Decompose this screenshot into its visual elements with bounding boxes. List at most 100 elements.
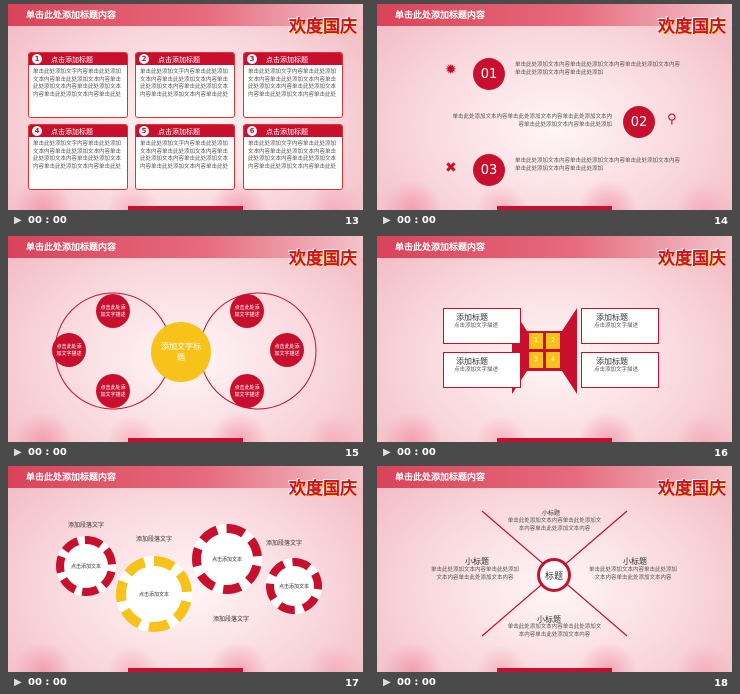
slide-status-bar: ▶ 00 : 00 16 (377, 444, 732, 464)
slide-canvas: 单击此处添加标题内容 欢度国庆 添加段落文字 添加段落文字 添加段落文字 添加段… (8, 466, 363, 672)
tools-icon: ✖ (445, 160, 457, 176)
subtitle-text: 单击此处添加文本内容单击此处添加文本内容单击此处添加文本内容 (430, 567, 519, 581)
header-text: 单击此处添加标题内容 (26, 11, 117, 21)
center-node: 添加文字标题 (151, 322, 211, 382)
info-card: 1 点击添加标题 单击此处添加文字内容单击此处添加文本内容单击此处添加文本内容单击此… (28, 52, 128, 118)
gear-icon: ✹ (445, 62, 457, 78)
slide-number: 14 (714, 216, 728, 227)
flower-decoration (8, 632, 363, 672)
slide-header: 单击此处添加标题内容 (8, 236, 363, 258)
info-card: 6 点击添加标题 单击此处添加文字内容单击此处添加文本内容单击此处添加文本内容单击此… (243, 124, 343, 190)
festival-logo: 欢度国庆 (289, 249, 357, 269)
step-text: 单击此处添加文本内容单击此处添加文本内容单击此处添加文本内容单击此处添加文本内容… (452, 114, 612, 128)
slide-status-bar: ▶ 00 : 00 14 (377, 212, 732, 232)
gear-shape: 点击添加文本 (266, 558, 322, 614)
slide-thumbnail-16[interactable]: 单击此处添加标题内容 欢度国庆 添加标题 点击添加文字描述 添加标题 点击添加文… (377, 236, 732, 464)
gear-caption: 添加段落文字 (266, 540, 303, 547)
number-grid: 1 2 3 4 (527, 331, 562, 371)
festival-logo: 欢度国庆 (658, 17, 726, 37)
slide-canvas: 单击此处添加标题内容 欢度国庆 标题 小标题 单击此处添加文本内容单击此处添加文… (377, 466, 732, 672)
text-box: 添加标题 点击添加文字描述 (581, 352, 659, 388)
duration: 00 : 00 (28, 215, 67, 226)
center-title: 标题 (537, 558, 571, 592)
info-card: 5 点击添加标题 单击此处添加文字内容单击此处添加文本内容单击此处添加文本内容单击此… (135, 124, 235, 190)
header-text: 单击此处添加标题内容 (395, 243, 486, 253)
step-badge: 01 (473, 58, 505, 90)
slide-thumbnail-17[interactable]: 单击此处添加标题内容 欢度国庆 添加段落文字 添加段落文字 添加段落文字 添加段… (8, 466, 363, 694)
duration: 00 : 00 (28, 677, 67, 688)
step-text: 单击此处添加文本内容单击此处添加文本内容单击此处添加文本内容单击此处添加文本内容… (515, 62, 681, 76)
flower-decoration (377, 170, 732, 210)
step-badge: 02 (623, 106, 655, 138)
duration: 00 : 00 (28, 447, 67, 458)
slide-status-bar: ▶ 00 : 00 13 (8, 212, 363, 232)
subtitle: 小标题 (542, 510, 561, 517)
play-icon[interactable]: ▶ (14, 677, 22, 688)
slide-header: 单击此处添加标题内容 (377, 4, 732, 26)
play-icon[interactable]: ▶ (383, 447, 391, 458)
subtitle: 小标题 (623, 557, 647, 566)
flower-decoration (8, 402, 363, 442)
play-icon[interactable]: ▶ (383, 215, 391, 226)
topic-node: 点击此处添加文字描述 (230, 374, 264, 408)
slide-number: 18 (714, 678, 728, 689)
play-icon[interactable]: ▶ (383, 677, 391, 688)
topic-node: 点击此处添加文字描述 (52, 333, 86, 367)
topic-node: 点击此处添加文字描述 (270, 333, 304, 367)
slide-header: 单击此处添加标题内容 (8, 4, 363, 26)
text-box: 添加标题 点击添加文字描述 (443, 308, 521, 344)
slide-number: 13 (345, 216, 359, 227)
festival-logo: 欢度国庆 (658, 479, 726, 499)
slide-canvas: 单击此处添加标题内容 欢度国庆 添加标题 点击添加文字描述 添加标题 点击添加文… (377, 236, 732, 442)
text-box: 添加标题 点击添加文字描述 (581, 308, 659, 344)
slide-thumbnail-18[interactable]: 单击此处添加标题内容 欢度国庆 标题 小标题 单击此处添加文本内容单击此处添加文… (377, 466, 732, 694)
info-card: 3 点击添加标题 单击此处添加文字内容单击此处添加文本内容单击此处添加文本内容单击此… (243, 52, 343, 118)
flower-decoration (377, 402, 732, 442)
slide-header: 单击此处添加标题内容 (377, 466, 732, 488)
slide-status-bar: ▶ 00 : 00 17 (8, 674, 363, 694)
step-badge: 03 (473, 154, 505, 186)
gear-shape: 点击添加文本 (116, 556, 192, 632)
gear-caption: 添加段落文字 (213, 616, 250, 623)
gear-caption: 添加段落文字 (136, 536, 173, 543)
duration: 00 : 00 (397, 215, 436, 226)
header-text: 单击此处添加标题内容 (26, 243, 117, 253)
slide-thumbnail-15[interactable]: 单击此处添加标题内容 欢度国庆 添加文字标题 点击此处添加文字描述 点击此处添加… (8, 236, 363, 464)
subtitle: 小标题 (465, 557, 489, 566)
duration: 00 : 00 (397, 677, 436, 688)
subtitle-text: 单击此处添加文本内容单击此处添加文本内容单击此处添加文本内容 (507, 624, 602, 638)
info-card: 4 点击添加标题 单击此处添加文字内容单击此处添加文本内容单击此处添加文本内容单击此… (28, 124, 128, 190)
slide-canvas: 单击此处添加标题内容 欢度国庆 1 点击添加标题 单击此处添加文字内容单击此处添加文… (8, 4, 363, 210)
header-text: 单击此处添加标题内容 (395, 473, 486, 483)
subtitle-text: 单击此处添加文本内容单击此处添加文本内容单击此处添加文本内容 (588, 567, 677, 581)
slide-number: 15 (345, 448, 359, 459)
festival-logo: 欢度国庆 (658, 249, 726, 269)
step-text: 单击此处添加文本内容单击此处添加文本内容单击此处添加文本内容单击此处添加文本内容… (515, 158, 681, 172)
slide-canvas: 单击此处添加标题内容 欢度国庆 添加文字标题 点击此处添加文字描述 点击此处添加… (8, 236, 363, 442)
duration: 00 : 00 (397, 447, 436, 458)
flower-decoration (377, 632, 732, 672)
slide-header: 单击此处添加标题内容 (8, 466, 363, 488)
header-text: 单击此处添加标题内容 (395, 11, 486, 21)
festival-logo: 欢度国庆 (289, 479, 357, 499)
topic-node: 点击此处添加文字描述 (96, 294, 130, 328)
slide-thumbnail-13[interactable]: 单击此处添加标题内容 欢度国庆 1 点击添加标题 单击此处添加文字内容单击此处添加文… (8, 4, 363, 232)
play-icon[interactable]: ▶ (14, 215, 22, 226)
slide-number: 16 (714, 448, 728, 459)
slide-number: 17 (345, 678, 359, 689)
location-pin-icon: ⚲ (667, 112, 677, 127)
topic-node: 点击此处添加文字描述 (230, 294, 264, 328)
subtitle-text: 单击此处添加文本内容单击此处添加文本内容单击此处添加文本内容 (507, 518, 602, 532)
gear-shape: 点击添加文本 (192, 524, 262, 594)
text-box: 添加标题 点击添加文字描述 (443, 352, 521, 388)
subtitle: 小标题 (537, 615, 561, 624)
slide-header: 单击此处添加标题内容 (377, 236, 732, 258)
slide-status-bar: ▶ 00 : 00 18 (377, 674, 732, 694)
topic-node: 点击此处添加文字描述 (96, 374, 130, 408)
slide-status-bar: ▶ 00 : 00 15 (8, 444, 363, 464)
play-icon[interactable]: ▶ (14, 447, 22, 458)
festival-logo: 欢度国庆 (289, 17, 357, 37)
header-text: 单击此处添加标题内容 (26, 473, 117, 483)
slide-thumbnail-14[interactable]: 单击此处添加标题内容 欢度国庆 ✹ 01 单击此处添加文本内容单击此处添加文本内… (377, 4, 732, 232)
info-card: 2 点击添加标题 单击此处添加文字内容单击此处添加文本内容单击此处添加文本内容单击此… (135, 52, 235, 118)
